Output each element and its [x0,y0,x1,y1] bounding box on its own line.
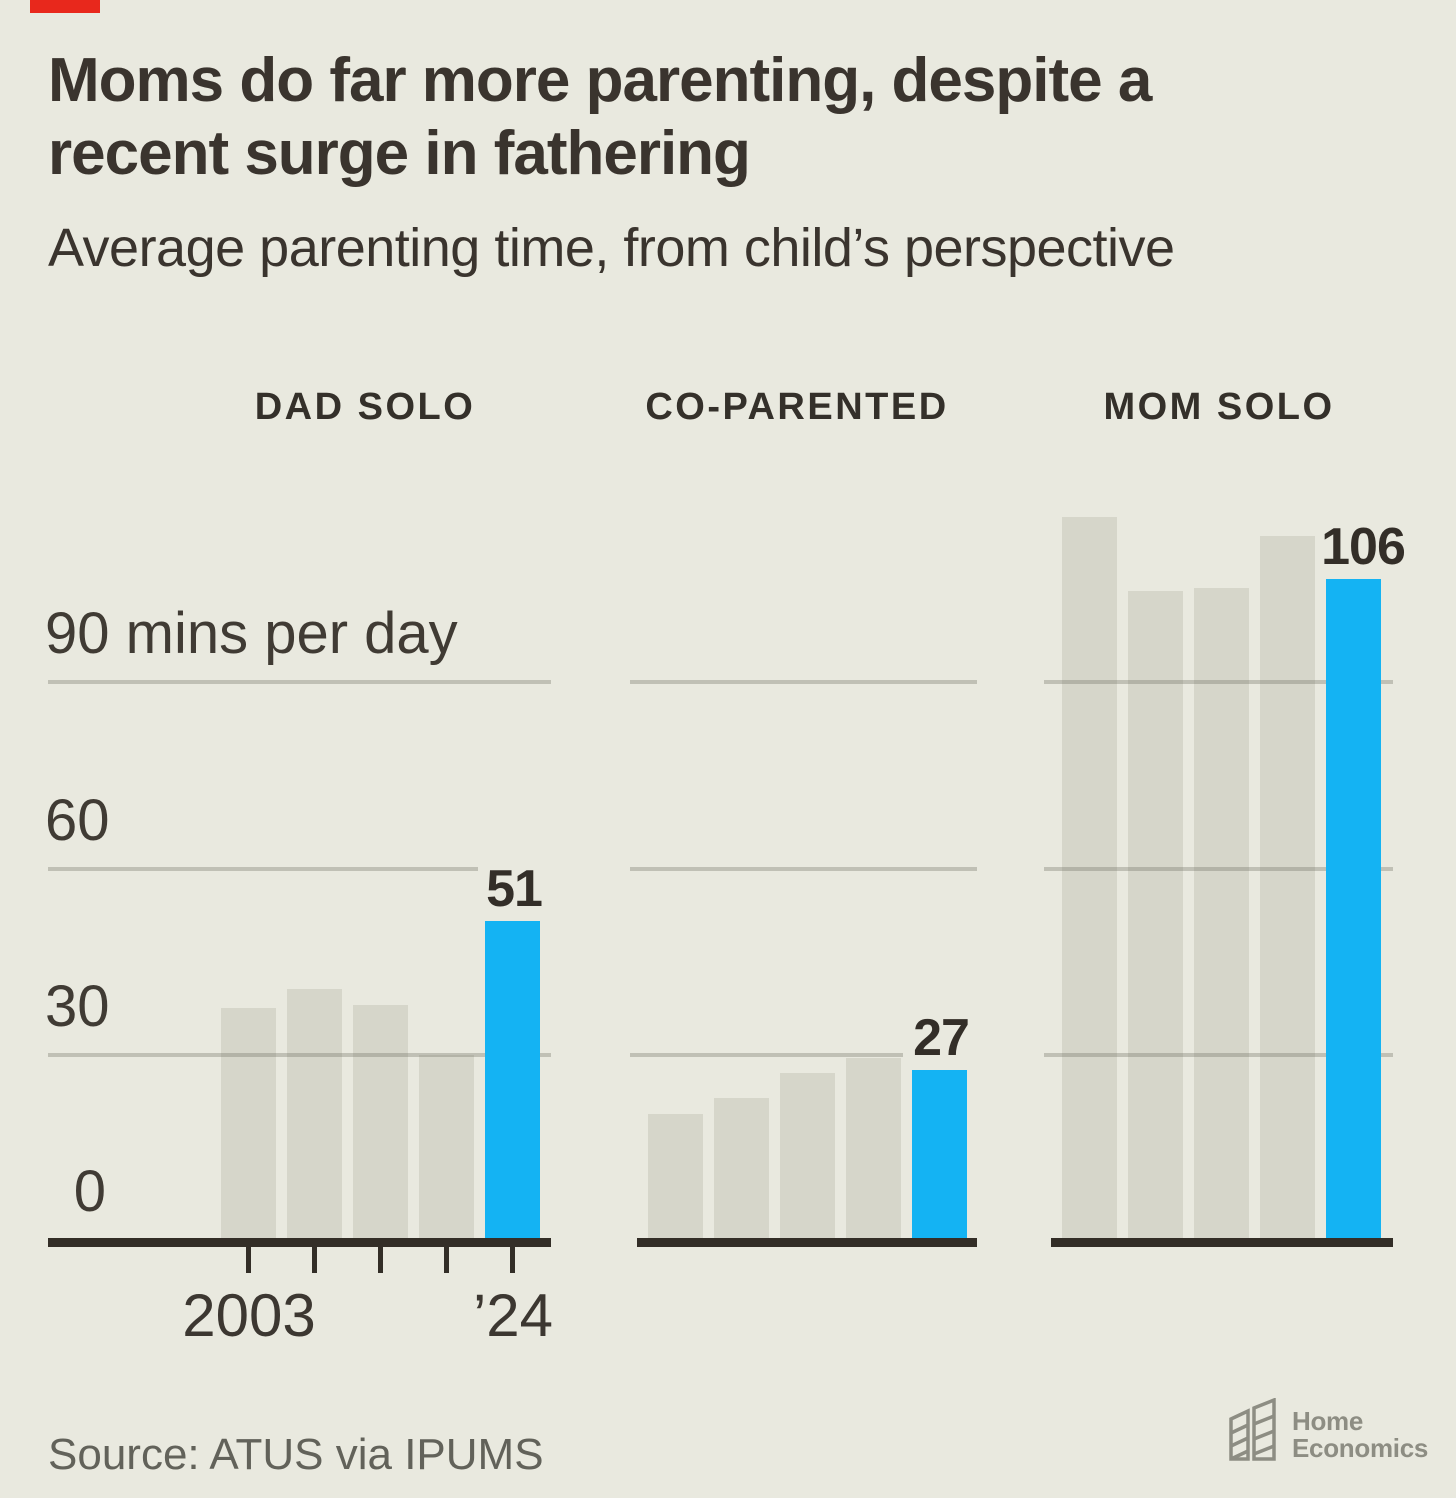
source-note: Source: ATUS via IPUMS [48,1430,544,1479]
gridline-90-dad [48,680,551,684]
bar-dad-3 [353,1005,408,1238]
bar-co-4 [846,1058,901,1238]
publisher-logo: Home Economics [1228,1396,1438,1466]
red-mark [30,0,100,13]
highlight-bar-co-5 [912,1070,967,1238]
bar-mom-3 [1194,588,1249,1238]
gridline-60-mom [1044,867,1393,871]
axis-tick-1 [246,1247,251,1273]
value-label-dad: 51 [486,860,543,918]
bar-mom-2 [1128,591,1183,1238]
group-header-dad: DAD SOLO [254,386,476,428]
gridline-90-co [630,680,977,684]
highlight-bar-mom-5 [1326,579,1381,1238]
gridline-30-co [630,1053,903,1057]
axis-tick-4 [444,1247,449,1273]
gridline-60-dad [48,867,478,871]
logo-line2: Economics [1292,1433,1429,1464]
y-axis-label-1: 60 [45,788,110,853]
chart-title-line1: Moms do far more parenting, despite a [48,46,1152,115]
x-axis-label-first: 2003 [182,1282,316,1349]
bar-dad-1 [221,1008,276,1238]
axis-tick-3 [378,1247,383,1273]
group-header-co: CO-PARENTED [645,386,949,428]
x-axis-co [637,1238,977,1247]
bar-co-3 [780,1073,835,1238]
x-axis-label-last: ’24 [472,1282,554,1349]
x-axis-dad [48,1238,551,1247]
gridline-60-co [630,867,977,871]
bar-co-2 [714,1098,769,1238]
value-label-co: 27 [913,1009,970,1067]
axis-tick-2 [312,1247,317,1273]
bar-co-1 [648,1114,703,1238]
gridline-30-dad [48,1053,551,1057]
gridline-90-mom [1044,680,1393,684]
y-axis-label-2: 30 [45,974,110,1039]
chart-subtitle: Average parenting time, from child’s per… [48,218,1175,278]
bar-mom-4 [1260,536,1315,1238]
bar-dad-2 [287,989,342,1238]
gridline-30-mom [1044,1053,1393,1057]
axis-tick-5 [510,1247,515,1273]
y-axis-label-0: 90 mins per day [45,601,458,666]
highlight-bar-dad-5 [485,921,540,1238]
y-axis-label-3: 0 [73,1159,106,1224]
chart-title: Moms do far more parenting, despite a re… [48,44,1388,190]
chart-title-line2: recent surge in fathering [48,119,751,189]
bar-mom-1 [1062,517,1117,1238]
publisher-logo-text: Home Economics [1292,1406,1429,1464]
bar-dad-4 [419,1055,474,1238]
value-label-mom: 106 [1321,518,1406,576]
x-axis-mom [1051,1238,1393,1247]
logo-line1: Home [1292,1406,1364,1436]
group-header-mom: MOM SOLO [1103,386,1335,428]
buildings-bar-chart-icon [1229,1398,1276,1461]
